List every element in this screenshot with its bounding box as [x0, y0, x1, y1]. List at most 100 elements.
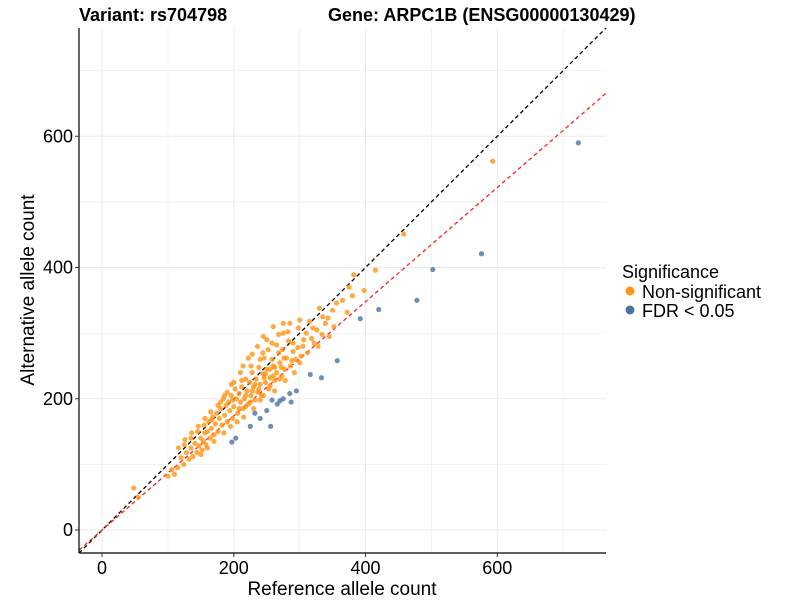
- point-non-significant: [216, 415, 222, 422]
- point-non-significant: [301, 337, 307, 343]
- point-non-significant: [243, 392, 249, 399]
- point-non-significant: [278, 364, 284, 370]
- point-non-significant: [280, 330, 286, 336]
- point-non-significant: [192, 440, 198, 447]
- point-non-significant: [201, 422, 207, 428]
- point-non-significant: [250, 406, 257, 412]
- point-non-significant: [135, 494, 141, 500]
- point-non-significant: [270, 323, 276, 330]
- point-non-significant: [260, 350, 266, 356]
- point-non-significant: [195, 423, 201, 429]
- point-non-significant: [254, 343, 261, 349]
- point-non-significant: [253, 376, 259, 382]
- point-non-significant: [248, 392, 254, 399]
- point-non-significant: [234, 419, 240, 425]
- point-non-significant: [231, 404, 237, 410]
- point-non-significant: [262, 371, 269, 377]
- point-non-significant: [287, 320, 293, 326]
- grid: [79, 28, 606, 553]
- point-non-significant: [178, 455, 184, 461]
- point-significant: [287, 390, 293, 397]
- point-non-significant: [274, 342, 280, 348]
- point-non-significant: [202, 415, 208, 422]
- point-non-significant: [224, 419, 230, 425]
- x-axis-title: Reference allele count: [247, 579, 437, 600]
- point-non-significant: [306, 318, 313, 324]
- point-non-significant: [330, 307, 336, 313]
- point-non-significant: [320, 314, 326, 320]
- point-non-significant: [188, 445, 194, 451]
- point-non-significant: [249, 351, 255, 357]
- point-significant: [264, 407, 270, 414]
- point-significant: [233, 435, 239, 441]
- point-non-significant: [208, 417, 215, 423]
- title-variant: Variant: rs704798: [79, 5, 227, 25]
- point-non-significant: [207, 435, 213, 441]
- point-non-significant: [256, 364, 262, 370]
- point-significant: [268, 423, 274, 429]
- point-non-significant: [297, 317, 303, 323]
- point-non-significant: [339, 297, 346, 303]
- point-non-significant: [304, 350, 311, 356]
- point-non-significant: [257, 356, 263, 363]
- point-significant: [269, 397, 275, 403]
- point-non-significant: [211, 438, 217, 445]
- point-significant: [247, 423, 253, 429]
- point-non-significant: [198, 451, 204, 458]
- y-tick-label: 200: [43, 389, 73, 409]
- point-non-significant: [264, 337, 270, 343]
- point-non-significant: [249, 388, 255, 394]
- point-non-significant: [289, 358, 295, 364]
- point-non-significant: [310, 325, 316, 331]
- point-non-significant: [214, 410, 220, 416]
- point-non-significant: [333, 300, 340, 306]
- point-non-significant: [199, 447, 205, 453]
- point-significant: [229, 439, 235, 445]
- point-non-significant: [244, 388, 250, 394]
- point-non-significant: [219, 422, 225, 428]
- point-non-significant: [169, 467, 175, 473]
- point-significant: [376, 306, 382, 313]
- legend-title: Significance: [622, 262, 719, 282]
- point-non-significant: [240, 363, 246, 369]
- point-non-significant: [131, 485, 137, 491]
- point-non-significant: [233, 396, 240, 402]
- point-non-significant: [223, 402, 229, 408]
- point-non-significant: [272, 364, 278, 370]
- point-non-significant: [282, 377, 288, 384]
- point-non-significant: [261, 355, 267, 361]
- point-non-significant: [239, 384, 245, 390]
- point-non-significant: [281, 355, 287, 361]
- point-non-significant: [194, 449, 200, 456]
- y-tick-label: 0: [63, 520, 73, 540]
- point-significant: [318, 375, 325, 381]
- point-non-significant: [290, 348, 296, 355]
- point-non-significant: [269, 356, 275, 363]
- point-non-significant: [267, 366, 273, 372]
- point-non-significant: [401, 231, 407, 237]
- point-non-significant: [331, 323, 337, 330]
- point-non-significant: [237, 399, 243, 405]
- point-non-significant: [256, 386, 262, 392]
- point-non-significant: [297, 360, 303, 366]
- point-non-significant: [349, 293, 355, 299]
- point-non-significant: [295, 325, 301, 331]
- point-non-significant: [311, 340, 317, 346]
- point-non-significant: [165, 473, 171, 479]
- point-significant: [288, 399, 294, 405]
- x-tick-label: 200: [219, 558, 249, 578]
- point-non-significant: [290, 340, 296, 346]
- point-non-significant: [196, 443, 202, 449]
- point-significant: [575, 140, 581, 146]
- point-non-significant: [260, 392, 267, 399]
- point-non-significant: [186, 456, 192, 462]
- point-non-significant: [490, 158, 496, 164]
- point-non-significant: [351, 272, 357, 278]
- point-non-significant: [243, 376, 249, 382]
- point-non-significant: [208, 425, 215, 431]
- point-non-significant: [227, 423, 234, 429]
- point-non-significant: [247, 379, 253, 385]
- point-non-significant: [235, 410, 241, 416]
- point-non-significant: [188, 435, 194, 441]
- points: [131, 140, 581, 500]
